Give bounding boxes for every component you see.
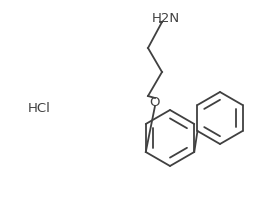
Text: HCl: HCl: [28, 101, 51, 115]
Text: H2N: H2N: [152, 12, 180, 24]
Text: O: O: [150, 96, 160, 108]
